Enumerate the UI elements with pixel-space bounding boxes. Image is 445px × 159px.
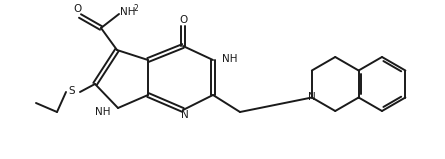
Text: NH: NH: [94, 107, 110, 117]
Text: NH: NH: [222, 54, 238, 64]
Text: 2: 2: [134, 4, 139, 13]
Text: NH: NH: [120, 7, 135, 17]
Text: O: O: [179, 15, 187, 25]
Text: N: N: [308, 93, 316, 103]
Text: S: S: [69, 86, 75, 96]
Text: N: N: [181, 110, 189, 120]
Text: O: O: [73, 4, 81, 14]
